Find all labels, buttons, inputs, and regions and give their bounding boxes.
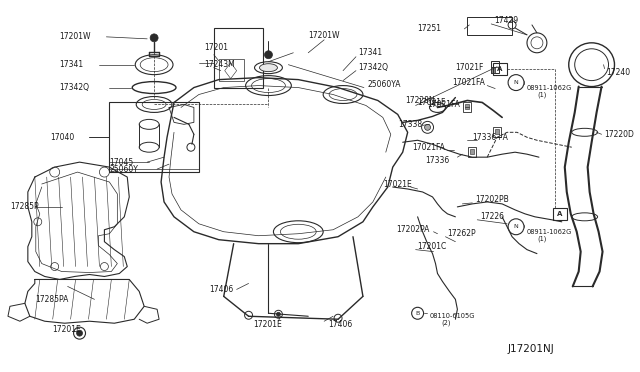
Text: 17201W: 17201W xyxy=(308,31,340,40)
Text: 17201W: 17201W xyxy=(60,32,91,41)
Text: 17226: 17226 xyxy=(480,212,504,221)
Text: 17201: 17201 xyxy=(204,43,228,52)
Text: 17341: 17341 xyxy=(358,48,382,57)
Bar xyxy=(463,102,471,112)
Text: 17202PA: 17202PA xyxy=(396,225,429,234)
Circle shape xyxy=(77,330,83,336)
Bar xyxy=(467,17,512,35)
Text: 17040: 17040 xyxy=(50,133,74,142)
Bar xyxy=(493,63,507,75)
Text: 08911-1062G: 08911-1062G xyxy=(527,84,572,90)
Text: 17021FA: 17021FA xyxy=(413,143,445,152)
Text: 17045: 17045 xyxy=(109,158,134,167)
Text: 17201E: 17201E xyxy=(253,320,282,329)
Text: 17285PA: 17285PA xyxy=(35,295,68,304)
Text: 17021FA: 17021FA xyxy=(428,100,460,109)
Text: 17429: 17429 xyxy=(494,16,518,25)
Bar xyxy=(553,208,567,220)
Text: 17285P: 17285P xyxy=(10,202,38,211)
Text: 25060Y: 25060Y xyxy=(109,164,138,174)
Text: (1): (1) xyxy=(537,235,547,242)
Text: A: A xyxy=(557,211,563,217)
Circle shape xyxy=(150,34,158,42)
Text: 17021F: 17021F xyxy=(418,98,446,107)
Text: 08911-1062G: 08911-1062G xyxy=(527,229,572,235)
Circle shape xyxy=(424,124,431,130)
Text: (1): (1) xyxy=(537,91,547,98)
Bar xyxy=(465,105,469,109)
Text: 17338: 17338 xyxy=(397,120,422,129)
Text: 17228N: 17228N xyxy=(406,96,435,105)
Text: 17341: 17341 xyxy=(60,60,84,69)
Bar xyxy=(468,147,476,157)
Text: 17342Q: 17342Q xyxy=(60,83,90,92)
Text: 17342Q: 17342Q xyxy=(358,63,388,72)
Text: 17240: 17240 xyxy=(607,68,630,77)
Text: 17336+A: 17336+A xyxy=(472,133,508,142)
Text: 17201E: 17201E xyxy=(52,325,81,334)
Text: 17021E: 17021E xyxy=(383,180,412,189)
Text: N: N xyxy=(514,80,518,85)
Text: N: N xyxy=(514,224,518,229)
Circle shape xyxy=(276,312,280,316)
Bar xyxy=(109,102,199,172)
Text: 17262P: 17262P xyxy=(447,229,476,238)
Bar xyxy=(495,129,499,134)
Text: (2): (2) xyxy=(442,320,451,327)
Text: 17201C: 17201C xyxy=(418,242,447,251)
Text: 17021F: 17021F xyxy=(456,63,484,72)
Text: 17021FA: 17021FA xyxy=(452,78,485,87)
Text: 17220D: 17220D xyxy=(605,130,634,139)
Bar xyxy=(470,149,474,154)
Bar xyxy=(214,28,264,87)
Text: 17243M: 17243M xyxy=(204,60,235,69)
Text: 25060YA: 25060YA xyxy=(368,80,401,89)
Text: 17251: 17251 xyxy=(418,25,442,33)
Text: A: A xyxy=(497,66,503,72)
Ellipse shape xyxy=(259,64,277,72)
Bar xyxy=(491,61,499,73)
Bar xyxy=(491,67,495,73)
Bar xyxy=(493,127,501,137)
Text: J17201NJ: J17201NJ xyxy=(507,344,554,354)
Text: 17202PB: 17202PB xyxy=(476,195,509,205)
Text: 08110-6105G: 08110-6105G xyxy=(429,313,475,319)
Text: 17336: 17336 xyxy=(426,155,450,165)
Text: 17406: 17406 xyxy=(209,285,233,294)
Text: B: B xyxy=(415,311,420,316)
Bar xyxy=(219,59,244,81)
Text: 17406: 17406 xyxy=(328,320,353,329)
Circle shape xyxy=(264,51,273,59)
